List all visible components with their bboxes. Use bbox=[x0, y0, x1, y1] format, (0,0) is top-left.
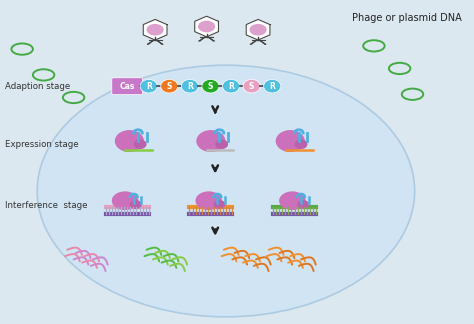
Ellipse shape bbox=[196, 130, 226, 152]
Ellipse shape bbox=[249, 24, 267, 36]
Text: Cas: Cas bbox=[119, 82, 135, 91]
Ellipse shape bbox=[112, 191, 138, 210]
Text: S: S bbox=[208, 82, 213, 91]
Ellipse shape bbox=[146, 24, 164, 36]
Ellipse shape bbox=[161, 79, 178, 93]
Ellipse shape bbox=[202, 79, 219, 93]
Text: Expression stage: Expression stage bbox=[5, 140, 79, 149]
Ellipse shape bbox=[243, 79, 260, 93]
Ellipse shape bbox=[297, 200, 309, 209]
Ellipse shape bbox=[140, 79, 157, 93]
Text: R: R bbox=[228, 82, 234, 91]
Text: R: R bbox=[146, 82, 152, 91]
FancyBboxPatch shape bbox=[112, 78, 143, 95]
Text: S: S bbox=[166, 82, 172, 91]
Ellipse shape bbox=[279, 191, 306, 210]
Text: S: S bbox=[249, 82, 255, 91]
Ellipse shape bbox=[294, 139, 308, 149]
Ellipse shape bbox=[130, 200, 142, 209]
Ellipse shape bbox=[198, 21, 215, 32]
Ellipse shape bbox=[134, 139, 146, 149]
Ellipse shape bbox=[195, 191, 222, 210]
Polygon shape bbox=[143, 19, 167, 40]
Ellipse shape bbox=[181, 79, 199, 93]
Text: Adaption stage: Adaption stage bbox=[5, 82, 70, 91]
Text: R: R bbox=[187, 82, 193, 91]
Polygon shape bbox=[246, 19, 270, 40]
Polygon shape bbox=[195, 16, 219, 37]
Ellipse shape bbox=[264, 79, 281, 93]
Ellipse shape bbox=[222, 79, 240, 93]
Text: Interference  stage: Interference stage bbox=[5, 201, 88, 210]
Text: Phage or plasmid DNA: Phage or plasmid DNA bbox=[353, 13, 462, 23]
Ellipse shape bbox=[276, 130, 305, 152]
Ellipse shape bbox=[215, 139, 228, 149]
Text: R: R bbox=[269, 82, 275, 91]
Ellipse shape bbox=[37, 65, 415, 317]
Ellipse shape bbox=[115, 130, 144, 152]
Ellipse shape bbox=[213, 200, 226, 209]
